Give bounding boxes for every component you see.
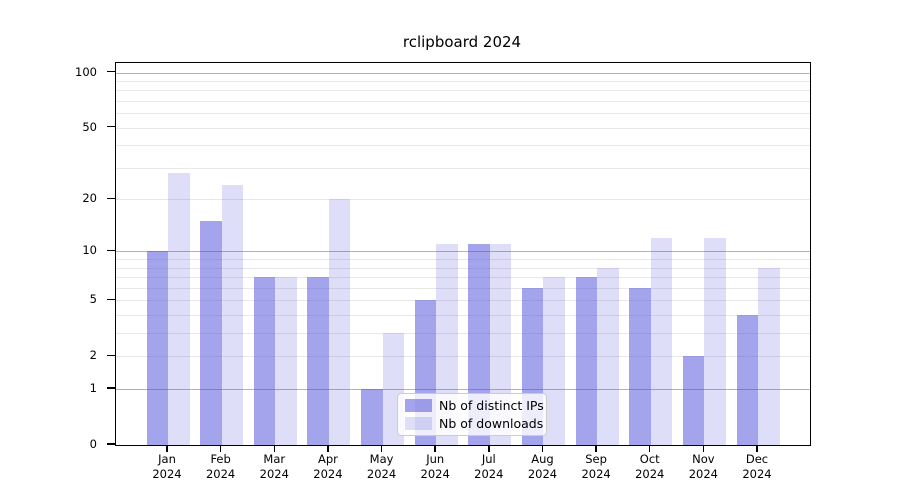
bar-downloads-mar <box>275 277 297 445</box>
legend: Nb of distinct IPs Nb of downloads <box>397 393 547 436</box>
gridline-4 <box>116 315 810 317</box>
x-tick-mark <box>702 445 705 452</box>
x-tick-label-jun: Jun 2024 <box>420 452 450 481</box>
x-tick-label-apr: Apr 2024 <box>313 452 343 481</box>
y-tick-mark <box>107 70 115 73</box>
y-tick-mark <box>107 443 115 445</box>
gridline-40 <box>116 145 810 147</box>
gridline-60 <box>116 113 810 115</box>
bar-distinct-ips-nov <box>682 356 705 445</box>
x-tick-label-dec: Dec 2024 <box>742 452 772 481</box>
bar-distinct-ips-jan <box>146 251 168 445</box>
gridline-20 <box>116 199 810 201</box>
bar-downloads-sep <box>597 267 619 445</box>
y-tick-label-100: 100 <box>75 64 97 79</box>
gridline-1 <box>116 389 810 391</box>
legend-item-distinct-ips: Nb of distinct IPs <box>405 398 544 413</box>
x-tick-label-feb: Feb 2024 <box>205 452 236 481</box>
x-tick-label-jul: Jul 2024 <box>474 452 504 481</box>
gridline-7 <box>116 277 810 279</box>
legend-swatch-downloads <box>405 416 432 430</box>
x-tick-mark <box>756 445 758 452</box>
x-tick-label-oct: Oct 2024 <box>635 452 665 481</box>
gridline-70 <box>116 100 810 102</box>
x-tick-label-sep: Sep 2024 <box>581 452 611 481</box>
gridline-8 <box>116 267 810 269</box>
x-tick-mark <box>541 445 544 452</box>
x-tick-label-aug: Aug 2024 <box>527 452 558 481</box>
y-tick-mark <box>107 298 115 301</box>
bar-distinct-ips-dec <box>736 315 758 445</box>
x-tick-mark <box>648 445 651 452</box>
bar-downloads-feb <box>221 185 244 445</box>
y-tick-mark <box>107 387 115 389</box>
x-tick-mark <box>166 445 168 452</box>
bar-downloads-apr <box>328 199 351 445</box>
bar-downloads-oct <box>650 237 673 445</box>
gridline-30 <box>116 167 810 169</box>
y-tick-label-20: 20 <box>82 191 97 206</box>
gridline-10 <box>116 251 810 253</box>
bar-distinct-ips-oct <box>629 287 651 445</box>
y-tick-label-2: 2 <box>89 348 97 363</box>
y-tick-label-5: 5 <box>89 292 97 307</box>
legend-label-downloads: Nb of downloads <box>439 415 544 431</box>
chart-title: rclipboard 2024 <box>402 33 522 51</box>
x-tick-mark <box>380 445 383 452</box>
bar-distinct-ips-may <box>361 389 383 445</box>
bar-distinct-ips-mar <box>253 277 276 445</box>
gridline-90 <box>116 80 810 82</box>
gridline-50 <box>116 127 810 129</box>
x-tick-label-nov: Nov 2024 <box>688 452 718 481</box>
gridline-6 <box>116 287 810 289</box>
bar-downloads-aug <box>543 277 565 445</box>
x-tick-label-jan: Jan 2024 <box>152 452 182 481</box>
bar-distinct-ips-apr <box>307 277 329 445</box>
x-tick-label-mar: Mar 2024 <box>259 452 289 481</box>
gridline-3 <box>116 333 810 335</box>
y-tick-mark <box>107 354 115 357</box>
y-tick-mark <box>107 197 115 200</box>
y-tick-label-0: 0 <box>89 437 97 451</box>
bar-downloads-jan <box>168 173 190 445</box>
x-tick-mark <box>219 445 222 452</box>
legend-swatch-distinct-ips <box>405 399 432 413</box>
bar-downloads-nov <box>704 237 726 445</box>
y-tick-mark <box>107 249 115 252</box>
bar-downloads-dec <box>758 267 780 445</box>
y-tick-mark <box>107 125 115 128</box>
gridline-9 <box>116 259 810 261</box>
y-tick-label-1: 1 <box>89 381 97 396</box>
bar-distinct-ips-feb <box>200 221 222 445</box>
gridline-2 <box>116 356 810 358</box>
gridline-80 <box>116 90 810 92</box>
plot-area <box>115 62 811 446</box>
x-tick-mark <box>488 445 490 452</box>
legend-item-downloads: Nb of downloads <box>405 415 544 431</box>
x-tick-mark <box>273 445 276 452</box>
gridline-100 <box>116 72 810 74</box>
gridline-5 <box>116 300 810 302</box>
legend-label-distinct-ips: Nb of distinct IPs <box>439 398 544 414</box>
y-tick-label-10: 10 <box>82 243 97 258</box>
x-tick-label-may: May 2024 <box>366 452 397 481</box>
y-tick-label-50: 50 <box>82 119 97 134</box>
x-tick-mark <box>595 445 597 452</box>
x-tick-mark <box>327 445 329 452</box>
bar-distinct-ips-sep <box>575 277 598 445</box>
x-tick-mark <box>434 445 436 452</box>
